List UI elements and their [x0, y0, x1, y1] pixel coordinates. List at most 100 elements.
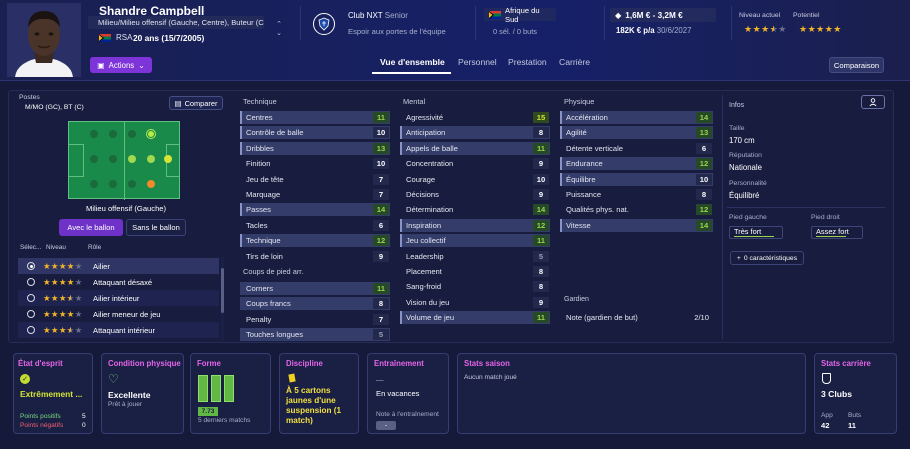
attribute-row[interactable]: Dribbles 13 [240, 141, 390, 155]
attribute-row[interactable]: Courage 10 [400, 173, 550, 186]
attribute-row[interactable]: Sang-froid 8 [400, 280, 550, 293]
attribute-name: Endurance [566, 159, 603, 169]
transfer-value[interactable]: ◆ 1,6M € - 3,2M € [610, 8, 716, 22]
attribute-name: Marquage [246, 190, 281, 199]
actions-button[interactable]: ▣ Actions ⌄ [90, 57, 152, 73]
attribute-row[interactable]: Concentration 9 [400, 157, 550, 170]
compare-button[interactable]: ▤ Comparer [169, 96, 223, 110]
infos-divider [727, 207, 885, 208]
attribute-row[interactable]: Technique 12 [240, 234, 390, 248]
left-foot-value: Très fort [729, 226, 783, 239]
club-name[interactable]: Club NXT Senior [348, 11, 408, 20]
attribute-value: 8 [373, 298, 389, 310]
attribute-value: 12 [696, 158, 712, 170]
attribute-row[interactable]: Anticipation 8 [400, 126, 550, 140]
role-row[interactable]: ★★★★★ Attaquant désaxé [18, 274, 219, 290]
role-radio[interactable] [27, 310, 35, 318]
role-radio[interactable] [27, 262, 35, 270]
attribute-row[interactable]: Finition 10 [240, 157, 390, 170]
attribute-row[interactable]: Endurance 12 [560, 157, 713, 171]
attribute-row[interactable]: Placement 8 [400, 265, 550, 278]
attribute-name: Décisions [406, 190, 439, 199]
prev-next-player-icon[interactable]: ⌃ ⌄ [276, 21, 282, 37]
tab-performance[interactable]: Prestation [508, 57, 547, 67]
attribute-row[interactable]: Inspiration 12 [400, 218, 550, 232]
attribute-value: 5 [373, 329, 389, 341]
morale-pos-value: 5 [82, 413, 86, 420]
right-foot-label: Pied droit [811, 214, 840, 221]
morale-neg-value: 0 [82, 422, 86, 429]
attribute-row[interactable]: Vitesse 14 [560, 218, 713, 232]
role-radio[interactable] [27, 294, 35, 302]
attribute-row[interactable]: Contrôle de balle 10 [240, 126, 390, 140]
with-ball-button[interactable]: Avec le ballon [59, 219, 123, 236]
attribute-row[interactable]: Accélération 14 [560, 111, 713, 124]
condition-sub: Prêt à jouer [108, 401, 143, 408]
role-radio[interactable] [27, 326, 35, 334]
attribute-row[interactable]: Corners 11 [240, 282, 390, 295]
attribute-name: Jeu de tête [246, 174, 284, 184]
attribute-row[interactable]: Appels de balle 11 [400, 141, 550, 155]
actions-label: Actions [108, 60, 135, 70]
form-sub: 5 derniers matchs [198, 417, 251, 424]
card-training[interactable]: Entraînement — En vacances Note à l'entr… [367, 353, 449, 434]
tab-career[interactable]: Carrière [559, 57, 591, 67]
attribute-value: 14 [373, 204, 389, 216]
attribute-row[interactable]: Agressivité 15 [400, 111, 550, 124]
club-badge-icon[interactable] [313, 13, 335, 35]
player-name: Shandre Campbell [99, 4, 205, 18]
traits-button[interactable]: + 0 caractéristiques [730, 251, 804, 265]
club-name-text[interactable]: Club NXT [348, 11, 383, 20]
tab-overview[interactable]: Vue d'ensemble [380, 57, 445, 67]
attribute-value: 11 [533, 142, 549, 154]
role-stars: ★★★★★★ [43, 292, 83, 303]
nation-name: Afrique du Sud [505, 5, 540, 24]
role-row[interactable]: ★★★★★★ Attaquant intérieur [18, 322, 219, 338]
attribute-row[interactable]: Équilibre 10 [560, 172, 713, 186]
tab-personal[interactable]: Personnel [458, 57, 497, 67]
card-season-stats[interactable]: Stats saison Aucun match joué [457, 353, 806, 434]
right-foot-bar [816, 235, 846, 237]
role-row[interactable]: ★★★★★ Ailier [18, 258, 219, 274]
nation-box[interactable]: Afrique du Sud [484, 5, 556, 24]
attribute-row[interactable]: Vision du jeu 9 [400, 296, 550, 309]
attribute-row[interactable]: Leadership 5 [400, 250, 550, 263]
attribute-row[interactable]: Coups francs 8 [240, 297, 390, 311]
without-ball-button[interactable]: Sans le ballon [126, 219, 186, 236]
card-form[interactable]: Forme 7.73 5 derniers matchs [190, 353, 271, 434]
attribute-row[interactable]: Qualités phys. nat. 12 [560, 203, 713, 216]
infos-title: Infos [729, 102, 745, 109]
roles-scrollbar-thumb[interactable] [221, 268, 224, 313]
attribute-row[interactable]: Agilité 13 [560, 126, 713, 140]
attribute-row[interactable]: Touches longues 5 [240, 328, 390, 342]
card-condition[interactable]: Condition physique ♡ Excellente Prêt à j… [101, 353, 184, 434]
role-row[interactable]: ★★★★★ Ailier meneur de jeu [18, 306, 219, 322]
attribute-row[interactable]: Jeu de tête 7 [240, 173, 390, 186]
traits-label: 0 caractéristiques [743, 254, 798, 262]
attribute-row[interactable]: Tacles 6 [240, 219, 390, 232]
club-level: Senior [384, 11, 408, 20]
attribute-row[interactable]: Passes 14 [240, 203, 390, 217]
attribute-row[interactable]: Puissance 8 [560, 188, 713, 201]
attribute-row[interactable]: Centres 11 [240, 111, 390, 124]
attribute-row[interactable]: Volume de jeu 11 [400, 311, 550, 325]
attribute-row[interactable]: Détente verticale 6 [560, 142, 713, 155]
person-profile-icon[interactable] [861, 95, 885, 109]
selected-position-dot[interactable] [147, 130, 155, 138]
card-discipline[interactable]: Discipline À 5 cartons jaunes d'une susp… [279, 353, 359, 434]
card-career-stats[interactable]: Stats carrière 3 Clubs App Buts 42 11 [814, 353, 897, 434]
attribute-row[interactable]: Décisions 9 [400, 188, 550, 201]
attribute-row[interactable]: Jeu collectif 11 [400, 234, 550, 248]
attribute-row[interactable]: Penalty 7 [240, 313, 390, 326]
attribute-name: Inspiration [406, 220, 442, 230]
card-morale[interactable]: État d'esprit ✓ Extrêmement ... Points p… [13, 353, 93, 434]
pitch-box-line [83, 144, 84, 177]
training-title: Entraînement [374, 359, 424, 368]
role-row[interactable]: ★★★★★★ Ailier intérieur [18, 290, 219, 306]
attribute-row[interactable]: Détermination 14 [400, 203, 550, 216]
south-africa-flag-icon [489, 10, 501, 19]
attribute-row[interactable]: Marquage 7 [240, 188, 390, 201]
comparison-button[interactable]: Comparaison [829, 57, 884, 73]
attribute-row[interactable]: Tirs de loin 9 [240, 250, 390, 263]
role-radio[interactable] [27, 278, 35, 286]
